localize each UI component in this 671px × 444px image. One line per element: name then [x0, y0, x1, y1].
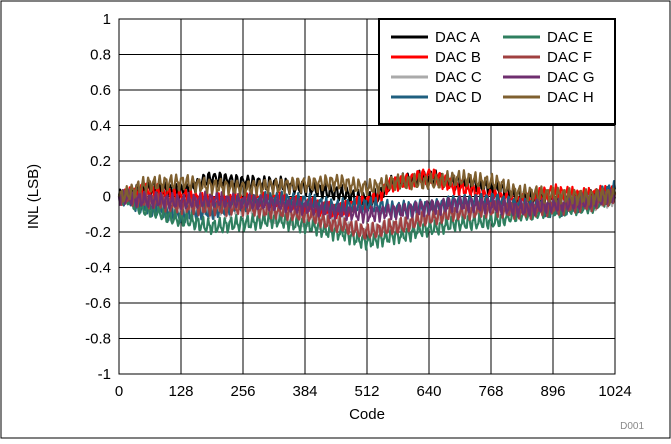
legend-label-dac-g: DAC G: [547, 69, 595, 86]
plot-area-border: [118, 18, 616, 375]
y-tick-label: -0.8: [85, 331, 111, 348]
y-tick-label: 1: [103, 11, 111, 28]
legend-label-dac-b: DAC B: [435, 49, 481, 66]
x-tick-label: 768: [478, 383, 503, 400]
y-tick-label: 0: [103, 189, 111, 206]
x-tick-label: 512: [354, 383, 379, 400]
x-tick-label: 128: [168, 383, 193, 400]
legend-label-dac-e: DAC E: [547, 29, 593, 46]
legend-label-dac-h: DAC H: [547, 89, 594, 106]
figure-id-label: D001: [620, 421, 644, 432]
y-tick-label: -1: [98, 366, 111, 383]
legend-label-dac-a: DAC A: [435, 29, 480, 46]
x-tick-label: 1024: [598, 383, 631, 400]
legend-label-dac-f: DAC F: [547, 49, 592, 66]
y-tick-label: 0.6: [90, 82, 111, 99]
series-line-dac-h: [117, 169, 617, 206]
legend-label-dac-d: DAC D: [435, 89, 482, 106]
y-axis-label: INL (LSB): [25, 164, 42, 229]
y-tick-label: -0.4: [85, 260, 111, 277]
series-line-dac-g: [117, 188, 616, 224]
legend: DAC A DAC B DAC C DAC D DAC E DAC F DAC G DAC H: [378, 18, 616, 125]
x-tick-label: 896: [540, 383, 565, 400]
x-tick-label: 256: [230, 383, 255, 400]
y-tick-label: -0.6: [85, 295, 111, 312]
y-tick-labels: 1 0.8 0.6 0.4 0.2 0 -0.2 -0.4 -0.6 -0.8 -1: [85, 11, 111, 383]
y-tick-label: 0.8: [90, 47, 111, 64]
x-tick-labels: 0 128 256 384 512 640 768 896 1024: [115, 383, 632, 400]
legend-label-dac-c: DAC C: [435, 69, 482, 86]
x-axis-label: Code: [349, 406, 385, 423]
y-tick-label: 0.4: [90, 118, 111, 135]
x-tick-label: 0: [115, 383, 123, 400]
x-tick-label: 384: [292, 383, 317, 400]
x-tick-label: 640: [416, 383, 441, 400]
y-tick-label: -0.2: [85, 224, 111, 241]
series-line-dac-e: [117, 188, 617, 251]
y-tick-label: 0.2: [90, 153, 111, 170]
series-lines: [117, 168, 617, 251]
